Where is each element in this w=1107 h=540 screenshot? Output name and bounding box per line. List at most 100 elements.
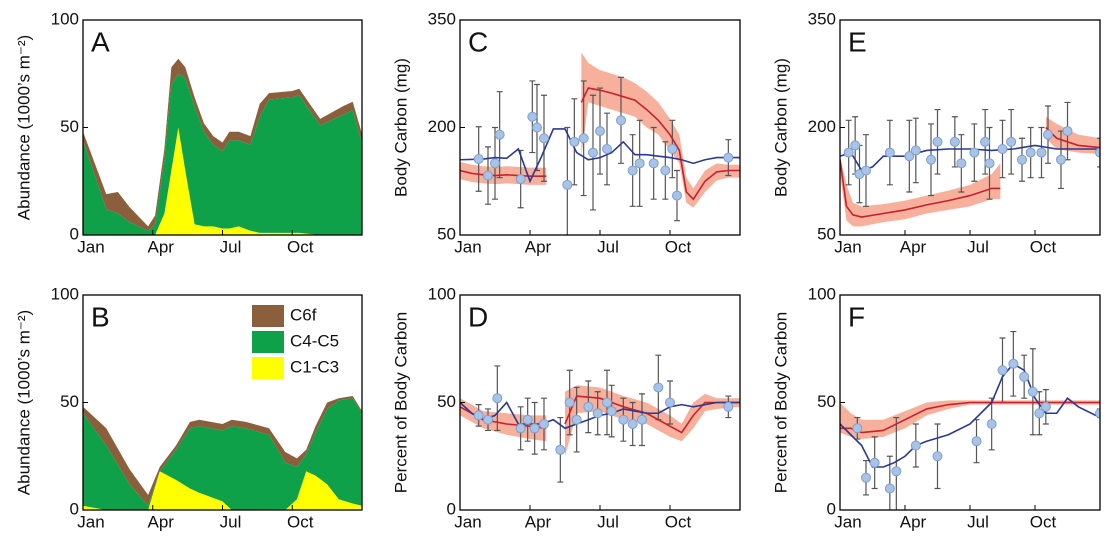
y-axis-title: Percent of Body Carbon <box>391 312 410 493</box>
observation <box>665 397 675 408</box>
observation <box>494 129 505 140</box>
y-tick-label: 0 <box>827 499 836 518</box>
plot-area <box>83 396 362 510</box>
y-tick-label: 350 <box>428 9 456 28</box>
legend-swatch <box>252 331 284 353</box>
observation <box>492 393 503 404</box>
observation <box>1025 147 1036 158</box>
observation <box>539 133 549 144</box>
uncertainty-band <box>460 398 547 442</box>
x-tick-label: Jul <box>967 237 989 256</box>
observation <box>473 154 484 165</box>
observation <box>1034 408 1045 419</box>
x-tick-label: Jul <box>220 512 242 531</box>
observation <box>1062 126 1073 137</box>
observation <box>984 158 995 169</box>
panel-letter: E <box>848 26 867 57</box>
observation <box>969 147 980 158</box>
y-tick-label: 100 <box>51 9 79 28</box>
observation <box>483 170 493 181</box>
observation <box>515 423 526 434</box>
observation <box>569 136 580 147</box>
observation <box>843 147 854 158</box>
observation <box>602 144 612 154</box>
x-tick-label: Apr <box>525 237 552 256</box>
y-tick-label: 0 <box>447 499 456 518</box>
panel: 0 50 100 Jan Apr Jul Oct Percent of Body Carbon… <box>391 284 741 531</box>
observation <box>529 423 540 434</box>
observation <box>592 408 603 419</box>
observation <box>616 115 626 126</box>
observation <box>971 436 982 447</box>
y-tick-label: 100 <box>428 284 456 303</box>
x-tick-label: Apr <box>525 512 552 531</box>
x-tick-label: Oct <box>665 512 692 531</box>
panel-letter: C <box>468 26 488 57</box>
y-tick-label: 50 <box>817 392 836 411</box>
error-bar <box>1097 137 1100 168</box>
observation <box>861 165 871 176</box>
panel: 0 50 100 Jan Apr Jul Oct Abundance (1000’s m⁻²)… <box>14 9 363 256</box>
observation <box>956 158 967 169</box>
observation <box>1008 358 1019 369</box>
x-tick-label: Jan <box>454 512 481 531</box>
observation <box>997 365 1008 376</box>
panel-letter: F <box>848 301 865 332</box>
x-tick-label: Oct <box>665 237 692 256</box>
legend-swatch <box>252 357 284 379</box>
line <box>460 87 740 201</box>
observation <box>1006 136 1017 147</box>
area <box>83 73 362 235</box>
x-tick-label: Jul <box>220 237 242 256</box>
observation <box>932 451 943 462</box>
x-tick-label: Apr <box>148 237 175 256</box>
observation <box>910 145 921 156</box>
y-tick-label: 0 <box>70 499 79 518</box>
observation <box>555 444 566 455</box>
observation <box>627 419 638 429</box>
observation <box>490 158 500 169</box>
x-tick-label: Jul <box>597 512 619 531</box>
observation <box>602 397 612 408</box>
area <box>83 471 362 510</box>
observation <box>627 165 638 176</box>
x-tick-label: Oct <box>287 512 314 531</box>
panel: 50 200 350 Jan Apr Jul Oct Body Carbon (mg) C <box>391 9 741 256</box>
observation <box>473 410 484 421</box>
observation <box>1043 129 1053 140</box>
observation <box>1095 408 1100 419</box>
observation <box>1040 401 1051 412</box>
observation <box>949 136 960 147</box>
observation <box>861 472 871 483</box>
observation <box>564 397 575 408</box>
y-tick-label: 350 <box>808 9 836 28</box>
area <box>83 396 362 506</box>
observation <box>660 165 671 176</box>
observation <box>884 483 895 494</box>
observation <box>850 140 861 151</box>
observation <box>997 144 1008 154</box>
legend-label: C1-C3 <box>290 357 339 376</box>
uncertainty-band <box>565 385 740 457</box>
x-tick-label: Jan <box>834 512 861 531</box>
legend-label: C4-C5 <box>290 331 339 350</box>
observation <box>578 133 589 144</box>
observation <box>571 414 582 425</box>
legend-label: C6f <box>290 305 317 324</box>
x-tick-label: Oct <box>287 237 314 256</box>
panel-letter: D <box>468 301 488 332</box>
y-tick-label: 50 <box>437 224 456 243</box>
plot-area <box>460 354 740 483</box>
area <box>83 58 362 231</box>
observation <box>986 419 997 429</box>
panel: 50 200 350 Jan Apr Jul Oct Body Carbon (mg) E <box>771 9 1101 256</box>
observation <box>980 136 991 147</box>
y-axis-title: Abundance (1000’s m⁻²) <box>14 35 33 220</box>
x-tick-label: Oct <box>1030 512 1057 531</box>
plot-area <box>840 330 1100 510</box>
uncertainty-band <box>840 156 1001 227</box>
y-axis-title: Body Carbon (mg) <box>391 58 410 197</box>
observation <box>562 179 573 190</box>
observation <box>634 158 645 169</box>
